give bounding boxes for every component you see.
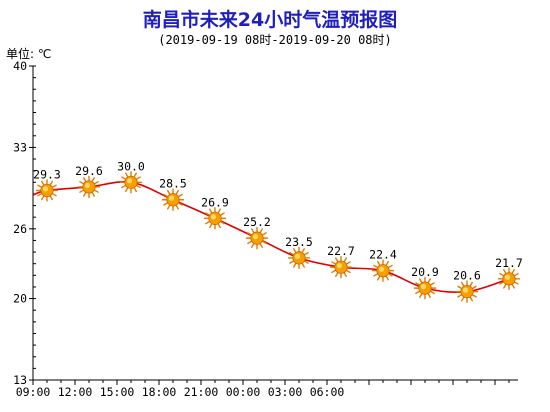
temperature-labels: 29.3 29.6 30.0 28.5 26.9 25.2 23.5 22.7 22.4 20.9… [33,159,523,282]
chart-subtitle: (2019-09-19 08时-2019-09-20 08时) [158,33,392,47]
y-tick-label: 20 [13,292,27,306]
unit-label: 单位: ℃ [6,46,51,61]
data-label: 29.6 [75,164,103,178]
y-tick-label: 26 [13,222,27,236]
axes [32,65,518,385]
y-axis-ticks: 40 33 26 20 13 [13,59,33,387]
data-label: 28.5 [159,177,187,191]
x-tick-label: 15:00 [100,385,135,399]
data-label: 26.9 [201,195,229,209]
sun-icon [413,276,437,300]
data-label: 22.4 [369,248,397,262]
x-tick-label: 21:00 [184,385,219,399]
data-label: 25.2 [243,215,271,229]
x-tick-label: 03:00 [268,385,303,399]
x-tick-label: 06:00 [310,385,345,399]
sun-icon [287,246,311,270]
sun-icon [245,226,269,250]
x-tick-label: 09:00 [16,385,51,399]
y-tick-label: 33 [13,140,27,154]
data-label: 20.9 [411,265,439,279]
sun-icon [497,267,521,291]
data-label: 21.7 [495,256,523,270]
sun-icon [329,255,353,279]
data-label: 30.0 [117,159,145,173]
temperature-markers [35,171,521,303]
x-tick-label: 00:00 [226,385,261,399]
data-label: 29.3 [33,167,61,181]
sun-icon [203,207,227,230]
data-label: 23.5 [285,235,313,249]
x-tick-label: 18:00 [142,385,177,399]
sun-icon [119,171,143,194]
sun-icon [161,188,185,211]
sun-icon [35,179,59,202]
chart-title: 南昌市未来24小时气温预报图 [143,8,397,31]
data-label: 22.7 [327,244,355,258]
sun-icon [455,280,479,303]
sun-icon [371,259,395,282]
x-tick-label: 12:00 [58,385,93,399]
y-tick-label: 40 [13,59,27,73]
data-label: 20.6 [453,269,481,283]
y-tick-label: 13 [13,373,27,387]
x-axis-ticks: 09:00 12:00 15:00 18:00 21:00 00:00 03:00 06:00 [16,385,345,399]
sun-icon [77,175,101,199]
